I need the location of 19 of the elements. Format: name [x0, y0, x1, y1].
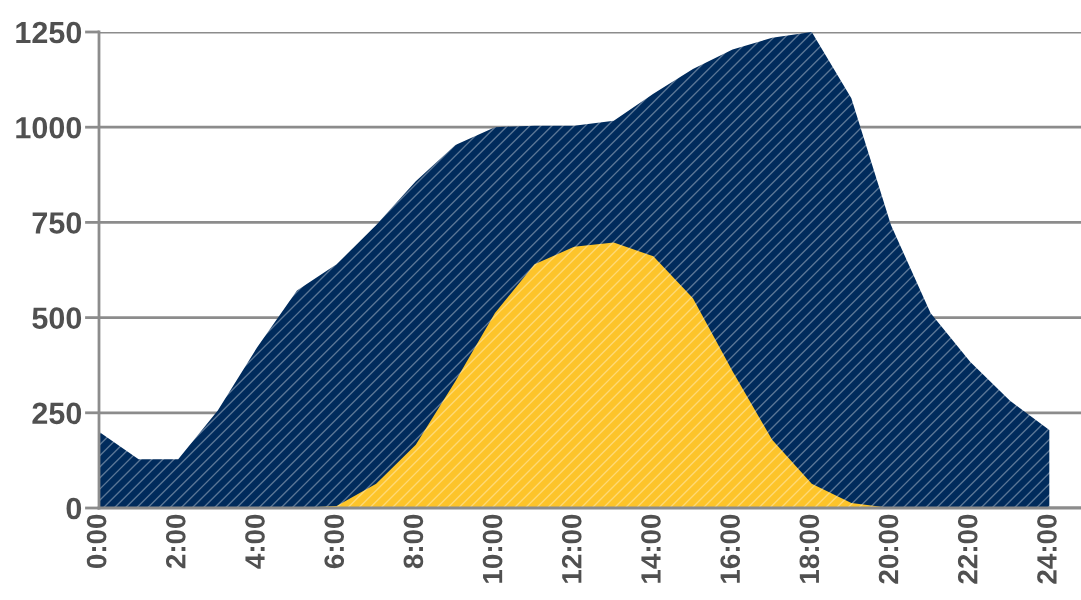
- x-tick-label: 4:00: [245, 514, 265, 569]
- x-tick-label: 20:00: [878, 514, 899, 584]
- x-tick-label: 8:00: [403, 514, 424, 569]
- x-tick-label: 6:00: [324, 514, 345, 569]
- y-tick-label: 0: [66, 497, 82, 520]
- x-tick-label: 2:00: [165, 514, 186, 569]
- x-tick-label: 18:00: [799, 514, 820, 583]
- y-tick-label: 250: [32, 402, 82, 425]
- x-tick-label: 22:00: [957, 514, 978, 584]
- y-tick-label: 1250: [16, 21, 82, 44]
- y-tick-label: 750: [32, 212, 82, 234]
- x-tick-label: 16:00: [720, 514, 741, 583]
- x-tick-label: 0:00: [86, 514, 107, 569]
- x-tick-label: 10:00: [482, 514, 503, 583]
- y-tick-label: 500: [32, 307, 82, 329]
- x-tick-label: 12:00: [561, 514, 582, 583]
- x-tick-label: 14:00: [641, 514, 661, 583]
- x-tick-label: 24:00: [1037, 514, 1057, 584]
- y-tick-label: 1000: [16, 116, 82, 139]
